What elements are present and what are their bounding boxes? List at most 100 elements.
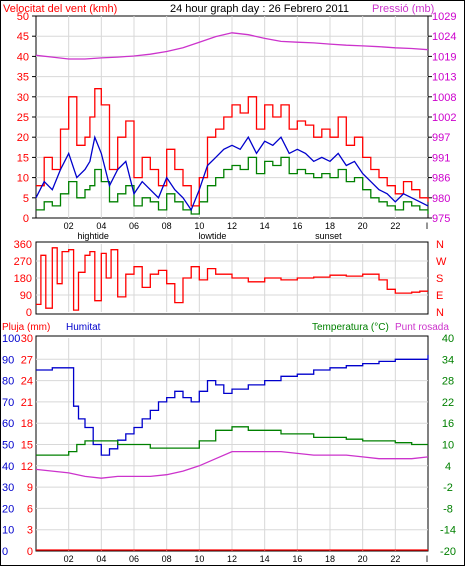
temperature-line (36, 426, 428, 456)
marker-label: lowtide (198, 564, 226, 566)
temperature-axis-title: Temperatura (°C) (312, 322, 389, 333)
x-tick-label: 06 (129, 221, 139, 231)
compass-label: N (436, 307, 444, 319)
wind-min-line (36, 156, 429, 215)
x-tick-label: 18 (325, 221, 335, 231)
temperature-tick-label: 34 (442, 354, 454, 366)
x-tick-label: 02 (64, 554, 74, 564)
direction-line (36, 247, 428, 311)
x-tick-label: 14 (260, 554, 270, 564)
temperature-tick-label: -14 (440, 525, 456, 537)
wind-series (35, 32, 429, 215)
marker-label: hightide (77, 231, 109, 241)
wind-axis-title: Velocitat del vent (kmh) (3, 3, 117, 15)
compass-label: E (436, 290, 443, 302)
pressure-tick-label: 986 (432, 173, 450, 185)
x-tick-label: 12 (227, 221, 237, 231)
rain-tick-label: 30 (21, 333, 33, 345)
pressure-axis-title: Pressió (mb) (372, 3, 434, 15)
dewpoint-axis-title: Punt rosada (395, 322, 449, 333)
humidity-tick-label: 40 (2, 461, 14, 473)
dewpoint-line (35, 450, 429, 479)
humidity-tick-label: 0 (2, 546, 8, 558)
direction-series (36, 247, 428, 311)
marker-label: lowtide (198, 231, 226, 241)
humidity-tick-label: 90 (2, 354, 14, 366)
x-tick-end: I (426, 554, 429, 564)
rain-tick-label: 15 (21, 440, 33, 452)
humidity-tick-label: 100 (2, 333, 20, 345)
rain-tick-label: 0 (27, 546, 33, 558)
temperature-tick-label: -20 (440, 546, 456, 558)
temperature-tick-label: 10 (442, 440, 454, 452)
temperature-tick-label: 22 (442, 397, 454, 409)
wind-left-ticks: 0 5 10 15 20 25 30 35 40 45 50 (17, 11, 36, 225)
pressure-right-ticks: 975 980 986 991 997 1002 1008 1013 1019 1024 1029 (428, 11, 456, 225)
humidity-line (36, 355, 429, 456)
x-tick-label: 04 (96, 554, 106, 564)
pressure-tick-label: 1008 (432, 92, 456, 104)
direction-tick-label: 270 (14, 256, 32, 268)
pressure-tick-label: 1024 (432, 31, 456, 43)
rain-tick-label: 3 (27, 525, 33, 537)
pressure-tick-label: 997 (432, 132, 450, 144)
rain-tick-label: 9 (27, 482, 33, 494)
temperature-tick-label: 4 (445, 461, 451, 473)
pressure-tick-label: 1002 (432, 112, 456, 124)
humidity-tick-label: 10 (2, 525, 14, 537)
rain-tick-label: 21 (21, 397, 33, 409)
compass-label: N (436, 239, 444, 251)
temp-humidity-panel: 0 3 6 9 12 15 18 21 24 27 30 0 10 20 30 40 50 60 70 80 90 10… (2, 333, 456, 566)
x-tick-label: 16 (292, 554, 302, 564)
rain-axis-title: Pluja (mm) (2, 322, 50, 333)
x-tick-end: I (426, 221, 429, 231)
direction-tick-label: 90 (20, 290, 32, 302)
x-tick-label: 20 (358, 221, 368, 231)
pressure-tick-label: 1019 (432, 51, 456, 63)
x-tick-label: 22 (390, 221, 400, 231)
x-tick-label: 20 (358, 554, 368, 564)
temperature-tick-label: 28 (442, 376, 454, 388)
temperature-tick-label: -8 (443, 503, 453, 515)
x-tick-label: 18 (325, 554, 335, 564)
x-tick-label: 14 (260, 221, 270, 231)
x-tick-label: 10 (194, 554, 204, 564)
x-tick-label: 22 (390, 554, 400, 564)
pressure-tick-label: 975 (432, 213, 450, 225)
humidity-tick-label: 20 (2, 503, 14, 515)
x-tick-label: 02 (64, 221, 74, 231)
wind-tick-label: 25 (17, 112, 29, 124)
x-tick-label: 10 (194, 221, 204, 231)
rain-tick-label: 6 (27, 503, 33, 515)
chart-title: 24 hour graph day : 26 Febrero 2011 (170, 3, 349, 15)
temperature-right-ticks: -20 -14 -8 -2 4 10 16 22 28 34 40 (440, 333, 456, 558)
wind-tick-label: 35 (17, 72, 29, 84)
temp-series (35, 355, 429, 551)
humidity-tick-label: 30 (2, 482, 14, 494)
x-tick-label: 12 (227, 554, 237, 564)
direction-tick-label: 360 (14, 239, 32, 251)
x-tick-label: 08 (162, 554, 172, 564)
humidity-tick-label: 80 (2, 376, 14, 388)
rain-tick-label: 18 (21, 418, 33, 430)
temperature-tick-label: -2 (443, 482, 453, 494)
rain-tick-label: 12 (21, 461, 33, 473)
direction-left-ticks: 0 90 180 270 360 (14, 239, 32, 319)
wind-avg-line (35, 134, 429, 212)
rain-tick-label: 24 (21, 376, 33, 388)
marker-label: hightide (77, 564, 109, 566)
direction-tick-label: 0 (26, 307, 32, 319)
wind-tick-label: 20 (17, 132, 29, 144)
marker-label: sunset (315, 564, 342, 566)
wind-tick-label: 15 (17, 152, 29, 164)
direction-tick-label: 180 (14, 273, 32, 285)
compass-label: W (436, 256, 447, 268)
x-tick-label: 04 (96, 221, 106, 231)
wind-tick-label: 40 (17, 51, 29, 63)
rain-left-ticks: 0 3 6 9 12 15 18 21 24 27 30 (21, 333, 33, 558)
